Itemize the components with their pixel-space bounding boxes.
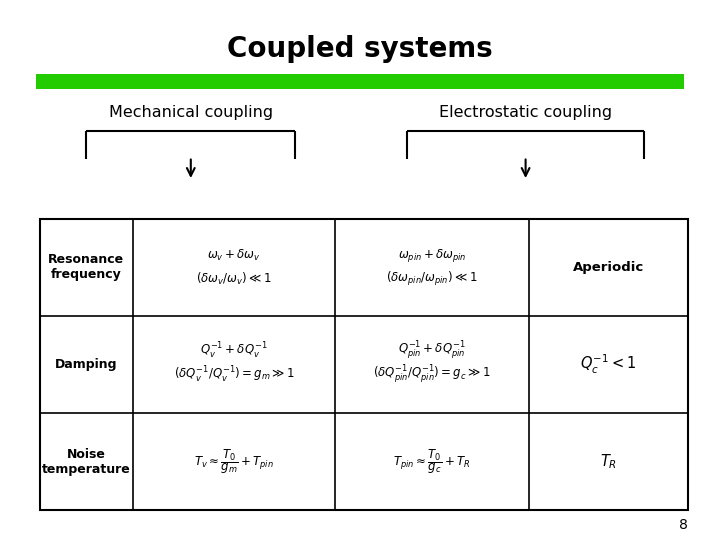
Text: Coupled systems: Coupled systems	[227, 35, 493, 63]
Text: $T_R$: $T_R$	[600, 453, 617, 471]
Text: Noise
temperature: Noise temperature	[42, 448, 131, 476]
Bar	[40, 219, 688, 510]
Text: $\omega_v + \delta\omega_v$: $\omega_v + \delta\omega_v$	[207, 248, 261, 263]
Text: $(\delta Q_{pin}^{-1}/Q_{pin}^{-1}) = g_c \gg 1$: $(\delta Q_{pin}^{-1}/Q_{pin}^{-1}) = g_…	[373, 364, 491, 386]
Text: Electrostatic coupling: Electrostatic coupling	[439, 105, 612, 120]
Text: $T_v \approx \dfrac{T_0}{g_m} + T_{pin}$: $T_v \approx \dfrac{T_0}{g_m} + T_{pin}$	[194, 447, 274, 476]
Text: $T_{pin} \approx \dfrac{T_0}{g_c} + T_R$: $T_{pin} \approx \dfrac{T_0}{g_c} + T_R$	[393, 447, 471, 476]
Text: $Q_c^{-1} < 1$: $Q_c^{-1} < 1$	[580, 353, 636, 376]
Text: Resonance
frequency: Resonance frequency	[48, 253, 125, 281]
Text: Aperiodic: Aperiodic	[573, 261, 644, 274]
Text: Damping: Damping	[55, 358, 117, 371]
Text: $(\delta\omega_{pin} / \omega_{pin}) \ll 1$: $(\delta\omega_{pin} / \omega_{pin}) \ll…	[387, 270, 477, 288]
Text: $Q_v^{-1} + \delta Q_v^{-1}$: $Q_v^{-1} + \delta Q_v^{-1}$	[200, 341, 268, 361]
Text: 8: 8	[679, 518, 688, 532]
Text: $(\delta\omega_v / \omega_v) \ll 1$: $(\delta\omega_v / \omega_v) \ll 1$	[196, 271, 272, 287]
Text: Mechanical coupling: Mechanical coupling	[109, 105, 273, 120]
Text: $Q_{pin}^{-1} + \delta Q_{pin}^{-1}$: $Q_{pin}^{-1} + \delta Q_{pin}^{-1}$	[398, 340, 466, 362]
Text: $\omega_{pin} + \delta\omega_{pin}$: $\omega_{pin} + \delta\omega_{pin}$	[397, 247, 467, 264]
Text: $(\delta Q_v^{-1}/Q_v^{-1}) = g_m \gg 1$: $(\delta Q_v^{-1}/Q_v^{-1}) = g_m \gg 1$	[174, 365, 294, 386]
Bar	[36, 74, 684, 89]
